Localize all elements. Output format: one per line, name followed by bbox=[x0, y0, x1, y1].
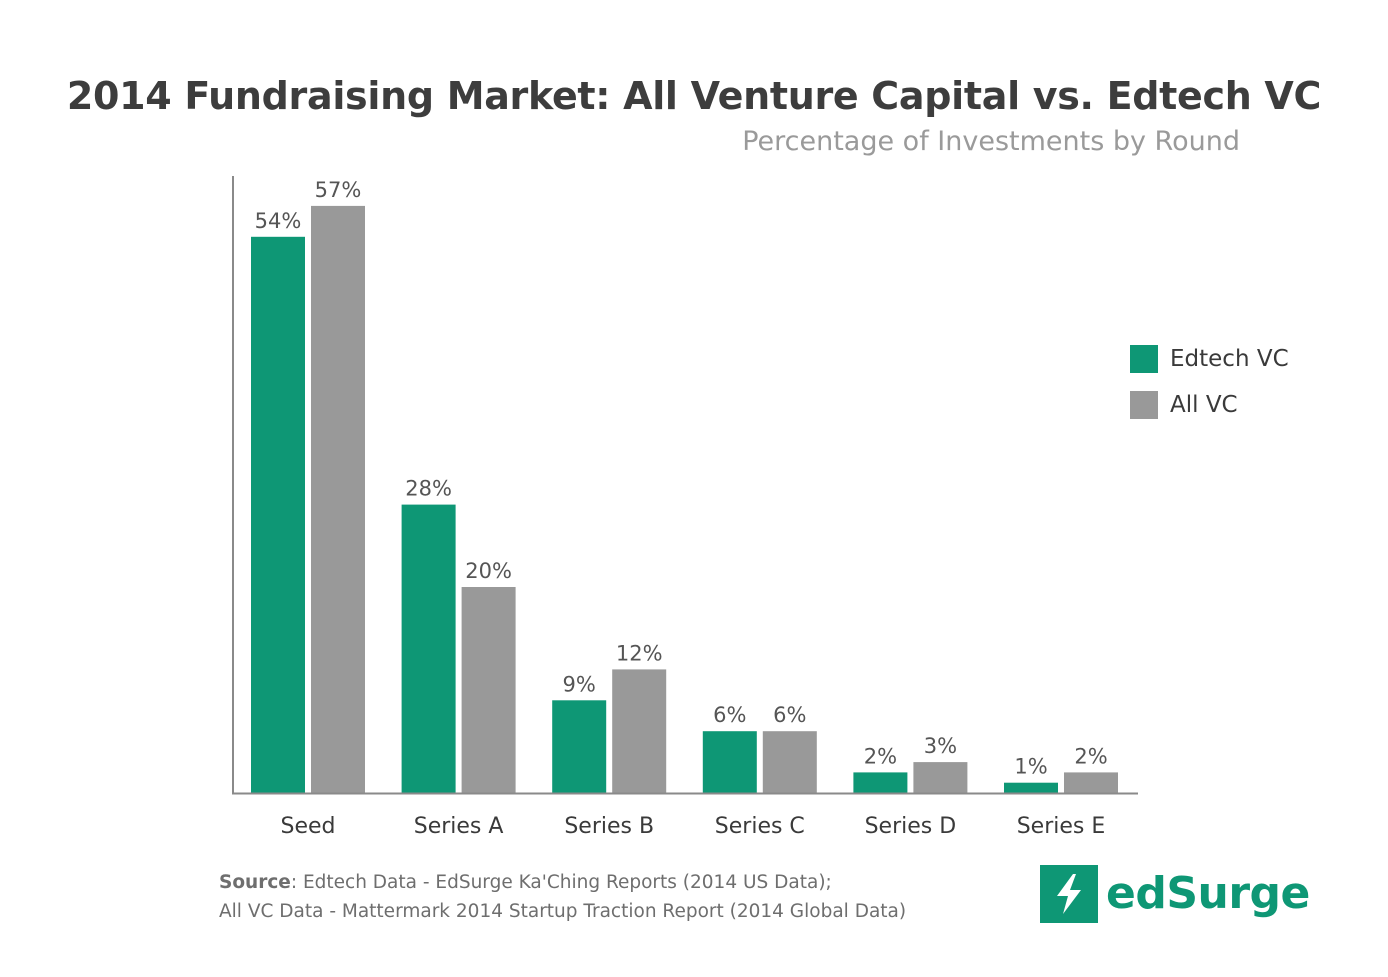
bar-seed-all-vc bbox=[311, 205, 365, 793]
category-labels-group: Seed Series A Series B Series C Series D Seri… bbox=[281, 814, 1106, 839]
value-label-series-a-edtech-vc: 28% bbox=[405, 477, 452, 501]
lightning-bolt-icon bbox=[1040, 865, 1098, 923]
category-label-seed: Seed bbox=[281, 814, 336, 839]
value-label-seed-all-vc: 57% bbox=[315, 178, 362, 202]
value-label-series-e-all-vc: 2% bbox=[1074, 744, 1107, 768]
bar-seed-edtech-vc bbox=[251, 236, 305, 794]
bar-series-b-all-vc bbox=[612, 669, 667, 793]
bar-series-e-edtech-vc bbox=[1004, 782, 1058, 793]
bar-series-b-edtech-vc bbox=[552, 700, 607, 793]
legend-item-edtech-vc: Edtech VC bbox=[1130, 344, 1289, 374]
value-label-series-d-all-vc: 3% bbox=[924, 734, 957, 758]
category-label-series-c: Series C bbox=[715, 814, 805, 839]
legend-swatch-all-vc bbox=[1130, 391, 1158, 419]
value-label-series-e-edtech-vc: 1% bbox=[1014, 755, 1047, 779]
source-note: Source: Edtech Data - EdSurge Ka'Ching R… bbox=[219, 868, 906, 926]
source-line-1: Source: Edtech Data - EdSurge Ka'Ching R… bbox=[219, 868, 906, 897]
bar-series-d-edtech-vc bbox=[853, 772, 908, 793]
bar-series-c-all-vc bbox=[762, 731, 817, 793]
legend: Edtech VC All VC bbox=[1130, 344, 1289, 436]
chart-subtitle: Percentage of Investments by Round bbox=[742, 126, 1240, 157]
source-text-1: : Edtech Data - EdSurge Ka'Ching Reports… bbox=[290, 872, 832, 893]
value-labels-group: 54% 57% 28% 20% 9% 12% 6% 6% 2% 3% 1% 2% bbox=[255, 178, 1108, 779]
value-label-series-c-edtech-vc: 6% bbox=[713, 703, 746, 727]
source-label: Source bbox=[219, 872, 291, 893]
bar-series-c-edtech-vc bbox=[702, 731, 757, 793]
category-label-series-b: Series B bbox=[564, 814, 654, 839]
logo-text: edSurge bbox=[1106, 868, 1310, 919]
source-line-2: All VC Data - Mattermark 2014 Startup Tr… bbox=[219, 901, 907, 922]
legend-label-all-vc: All VC bbox=[1170, 392, 1238, 418]
legend-label-edtech-vc: Edtech VC bbox=[1170, 346, 1289, 372]
legend-item-all-vc: All VC bbox=[1130, 390, 1289, 420]
value-label-series-a-all-vc: 20% bbox=[465, 559, 512, 583]
bar-series-a-all-vc bbox=[461, 587, 516, 793]
category-label-series-d: Series D bbox=[865, 814, 957, 839]
category-label-series-e: Series E bbox=[1017, 814, 1106, 839]
edsurge-logo: edSurge bbox=[1040, 865, 1310, 923]
value-label-series-c-all-vc: 6% bbox=[773, 703, 806, 727]
legend-swatch-edtech-vc bbox=[1130, 345, 1158, 373]
bars-group bbox=[251, 205, 1118, 794]
value-label-series-b-all-vc: 12% bbox=[616, 641, 663, 665]
category-label-series-a: Series A bbox=[414, 814, 504, 839]
value-label-series-b-edtech-vc: 9% bbox=[563, 672, 596, 696]
value-label-seed-edtech-vc: 54% bbox=[255, 209, 302, 233]
value-label-series-d-edtech-vc: 2% bbox=[864, 744, 897, 768]
chart-title: 2014 Fundraising Market: All Venture Cap… bbox=[66, 74, 1322, 118]
bar-series-a-edtech-vc bbox=[401, 504, 456, 793]
bar-series-d-all-vc bbox=[913, 762, 968, 793]
bar-series-e-all-vc bbox=[1064, 772, 1118, 793]
